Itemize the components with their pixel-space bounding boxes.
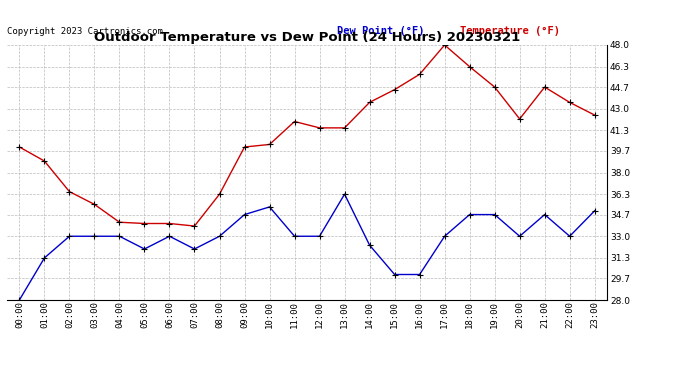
Title: Outdoor Temperature vs Dew Point (24 Hours) 20230321: Outdoor Temperature vs Dew Point (24 Hou… [94, 31, 520, 44]
Text: Copyright 2023 Cartronics.com: Copyright 2023 Cartronics.com [7, 27, 163, 36]
Text: Dew Point (°F): Dew Point (°F) [337, 26, 424, 36]
Text: Temperature (°F): Temperature (°F) [460, 26, 560, 36]
